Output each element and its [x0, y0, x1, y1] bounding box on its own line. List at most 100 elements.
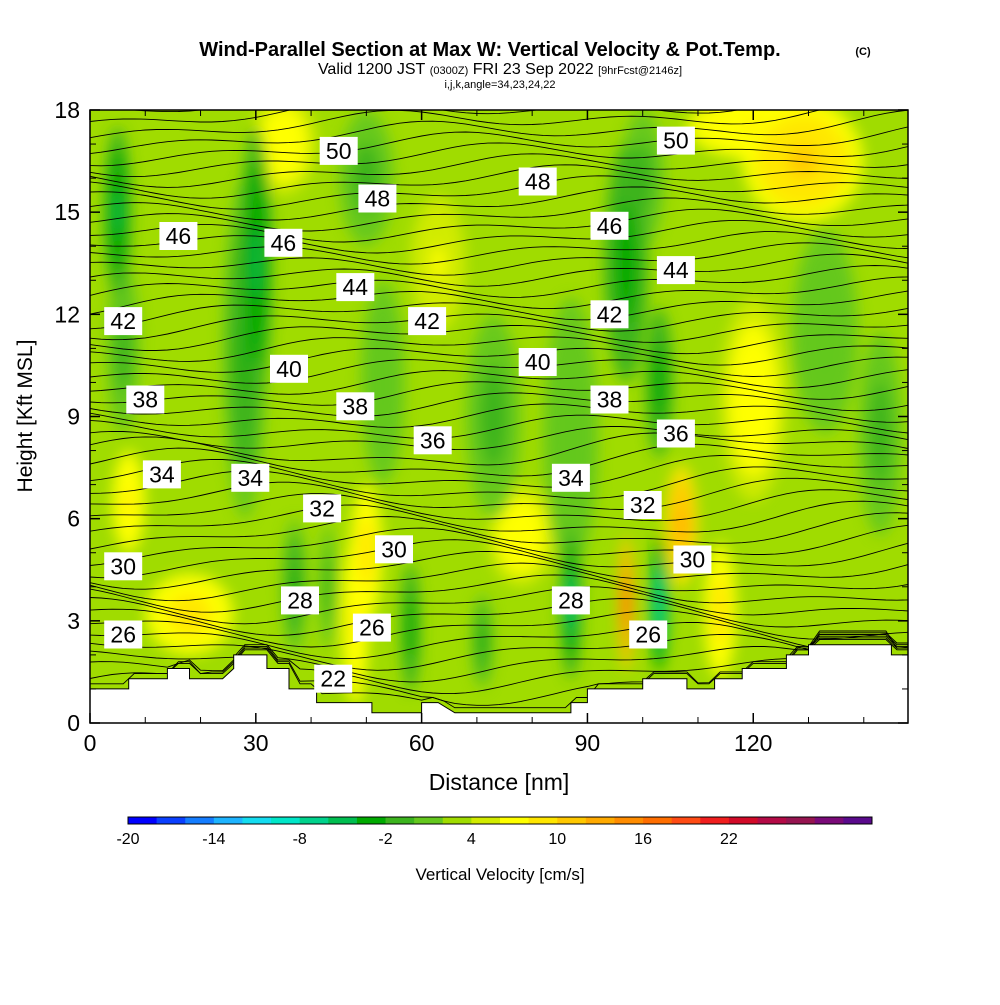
isentrope-line: [90, 110, 741, 123]
colorbar-swatch: [385, 817, 415, 824]
theta-label-text: 44: [343, 274, 369, 300]
theta-label: 40: [518, 348, 557, 376]
theta-label-box: [126, 385, 165, 414]
x-axis-label: Distance [nm]: [429, 769, 570, 795]
isentrope-line: [90, 110, 821, 139]
theta-label-box: [319, 136, 358, 165]
theta-label-text: 38: [597, 387, 623, 413]
theta-label-box: [656, 419, 695, 448]
velocity-cell: [124, 488, 133, 515]
theta-label-box: [303, 494, 342, 523]
theta-label-box: [551, 586, 590, 615]
theta-label: 48: [358, 184, 397, 213]
theta-label: 28: [551, 586, 590, 615]
theta-label-box: [336, 273, 375, 302]
theta-label-text: 26: [635, 622, 661, 648]
y-tick-label: 12: [54, 301, 80, 327]
velocity-cell: [114, 190, 122, 234]
chart-title: Wind-Parallel Section at Max W: Vertical…: [199, 39, 780, 61]
theta-label-text: 44: [663, 257, 689, 283]
theta-label: 36: [413, 426, 452, 455]
y-tick-label: 15: [54, 199, 80, 225]
velocity-cell: [178, 603, 201, 625]
subtitle-date: FRI 23 Sep 2022: [473, 61, 594, 78]
isentrope-line: [90, 639, 908, 709]
isentrope-line: [90, 142, 908, 178]
colorbar-tick-label: -2: [378, 831, 392, 848]
x-tick-label: 30: [243, 730, 269, 756]
isentrope-line: [90, 524, 908, 566]
colorbar-swatch: [585, 817, 615, 824]
theta-label-box: [142, 460, 181, 489]
theta-label-box: [656, 126, 695, 155]
colorbar-swatch: [156, 817, 186, 824]
velocity-cell: [715, 593, 725, 628]
colorbar-swatch: [728, 817, 758, 824]
theta-label-box: [281, 586, 319, 615]
isentrope-line: [90, 609, 908, 648]
theta-label-text: 40: [276, 356, 302, 382]
colorbar-swatch: [500, 817, 530, 824]
theta-label: 42: [590, 300, 629, 329]
theta-label-text: 36: [420, 427, 446, 453]
theta-label: 48: [518, 167, 557, 196]
theta-label-box: [159, 222, 198, 250]
isentrope-line: [90, 381, 908, 406]
velocity-cell: [624, 586, 629, 621]
isentrope-line: [90, 307, 908, 341]
colorbar-swatch: [213, 817, 243, 824]
theta-label-text: 26: [110, 622, 136, 648]
velocity-cell: [325, 571, 330, 603]
colorbar-swatch: [471, 817, 501, 824]
contour-label-layer: 22 26 26 26 28 28 30 30 30 32 32 34 34 34 36 36 38 38 38 40…: [104, 126, 712, 693]
colorbar-tick-label: -20: [116, 831, 139, 848]
theta-label: 46: [264, 228, 303, 257]
colorbar-swatch: [128, 817, 158, 824]
isentrope-line: [90, 197, 908, 232]
theta-label: 34: [142, 460, 181, 489]
isentrope-line: [90, 175, 908, 210]
colorbar-tick-label: 22: [720, 831, 738, 848]
isentrope-line: [90, 276, 908, 315]
isentrope-line: [90, 621, 908, 660]
theta-label-box: [590, 385, 629, 414]
isentrope-line: [90, 290, 908, 330]
colorbar-swatch: [528, 817, 558, 824]
isentrope-line: [90, 432, 908, 466]
theta-label: 26: [104, 620, 143, 649]
colorbar-swatch: [414, 817, 444, 824]
theta-label-box: [358, 184, 397, 213]
theta-label: 32: [303, 494, 342, 523]
isentrope-line: [90, 637, 908, 706]
theta-label-box: [104, 307, 143, 336]
theta-label-box: [673, 545, 712, 574]
theta-label-text: 30: [680, 547, 706, 573]
isentrope-line: [90, 110, 908, 155]
theta-label-text: 42: [414, 308, 440, 334]
theta-label-text: 36: [663, 421, 689, 447]
theta-label-text: 42: [110, 308, 136, 334]
velocity-cell: [744, 373, 762, 426]
colorbar-swatch: [356, 817, 386, 824]
theta-label-box: [104, 620, 143, 649]
isentrope-line: [90, 153, 908, 188]
theta-label-text: 30: [381, 536, 407, 562]
theta-label-box: [270, 354, 308, 383]
theta-label-text: 34: [558, 465, 584, 491]
isentrope-line: [90, 414, 908, 439]
colorbar-swatch: [700, 817, 730, 824]
isentrope-line: [90, 539, 908, 579]
theta-label: 50: [656, 126, 695, 155]
subtitle-utc: (0300Z): [430, 65, 469, 77]
theta-label-text: 34: [149, 461, 175, 487]
isentrope-line: [90, 512, 908, 550]
velocity-cell: [874, 407, 886, 460]
velocity-cell: [512, 522, 530, 549]
theta-label-text: 46: [597, 213, 623, 239]
theta-label: 30: [673, 545, 712, 574]
theta-label-text: 40: [525, 349, 551, 375]
colorbar-swatch: [242, 817, 272, 824]
